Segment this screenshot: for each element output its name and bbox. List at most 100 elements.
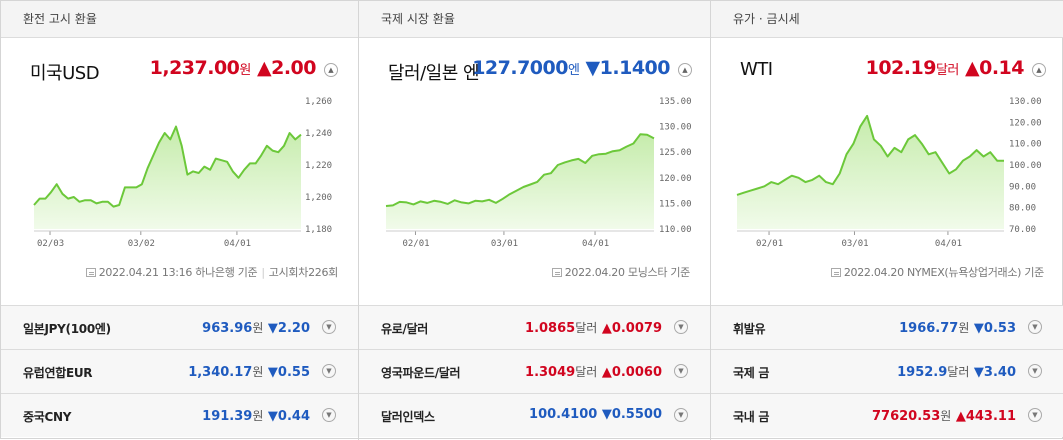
change-value: 0.0079 (611, 321, 662, 336)
value-unit: 원 (239, 63, 251, 78)
value-unit: 원 (252, 409, 264, 423)
x-tick-label: 02/01 (402, 239, 429, 249)
change-value: 2.20 (277, 321, 310, 336)
y-tick-label: 1,240 (305, 129, 332, 139)
change-arrow-icon: ▲ (955, 409, 966, 424)
main-quote-name[interactable]: 달러/일본 엔 (388, 63, 480, 84)
change-value: 0.0060 (611, 365, 662, 380)
list-item[interactable]: 국내 금 77620.53원 ▲443.11 ▼ (711, 393, 1063, 437)
list-item[interactable]: 휘발유 1966.77원 ▼0.53 ▼ (711, 305, 1063, 349)
main-quote-value: 1,237.00원 ▲2.00 (150, 57, 317, 79)
panel-exchange-notice: 환전 고시 환율 미국USD 1,237.00원 ▲2.00 ▲ 1,260 1,… (1, 1, 358, 440)
change-value: 2.00 (271, 57, 316, 79)
change-arrow-icon: ▼ (601, 407, 612, 422)
usd-jpy-chart: 135.00 130.00 125.00 120.00 115.00 110.00 02/0… (385, 97, 692, 249)
usd-chart: 1,260 1,240 1,220 1,200 1,180 02/03 03/02 04/01 (33, 97, 332, 249)
value-unit: 달러 (575, 365, 598, 379)
y-tick-label: 1,180 (305, 225, 332, 235)
y-tick-label: 70.00 (1009, 225, 1036, 235)
y-tick-label: 135.00 (659, 97, 692, 107)
source-text: 2022.04.20 NYMEX(뉴욕상업거래소) 기준 (843, 266, 1044, 279)
chevron-up-icon[interactable]: ▲ (1032, 63, 1046, 77)
main-quote-name[interactable]: 미국USD (30, 63, 100, 84)
value-unit: 달러 (947, 365, 970, 379)
list-item[interactable]: 유럽연합EUR 1,340.17원 ▼0.55 ▼ (1, 349, 358, 393)
item-name[interactable]: 유로/달러 (381, 322, 429, 336)
change-arrow-icon: ▲ (601, 321, 612, 336)
item-name[interactable]: 일본JPY(100엔) (23, 322, 111, 336)
document-icon (551, 268, 562, 277)
list-item[interactable]: 국제 금 1952.9달러 ▼3.40 ▼ (711, 349, 1063, 393)
chevron-up-icon[interactable]: ▲ (324, 63, 338, 77)
x-tick-label: 03/01 (841, 239, 868, 249)
value-unit: 엔 (567, 63, 580, 78)
item-value: 191.39원 ▼0.44 (202, 407, 310, 424)
list-item[interactable]: 일본JPY(100엔) 963.96원 ▼2.20 ▼ (1, 305, 358, 349)
change-arrow-icon: ▲ (601, 365, 612, 380)
main-quote: 달러/일본 엔 127.7000엔 ▼1.1400 ▲ (359, 53, 710, 84)
source-note: 2022.04.21 13:16 하나은행 기준 | 고시회차226회 (85, 264, 338, 280)
chevron-down-icon[interactable]: ▼ (1028, 320, 1042, 334)
list-item[interactable]: 중국CNY 191.39원 ▼0.44 ▼ (1, 393, 358, 437)
divider: | (261, 266, 265, 279)
value-number: 963.96 (202, 321, 253, 336)
source-text: 2022.04.21 13:16 하나은행 기준 (98, 266, 258, 279)
source-text: 2022.04.20 모닝스타 기준 (564, 266, 691, 279)
change-arrow-icon: ▼ (973, 321, 984, 336)
change-arrow-icon: ▼ (267, 365, 278, 380)
change-value: 0.44 (277, 409, 310, 424)
panel-header[interactable]: 환전 고시 환율 (1, 1, 358, 38)
y-tick-label: 1,200 (305, 193, 332, 203)
chevron-up-icon[interactable]: ▲ (678, 63, 692, 77)
series-area (34, 126, 301, 229)
value-number: 1,340.17 (188, 365, 253, 380)
item-name[interactable]: 영국파운드/달러 (381, 366, 461, 380)
value-unit: 달러 (935, 63, 959, 78)
item-value: 1,340.17원 ▼0.55 (188, 363, 310, 380)
item-value: 1952.9달러 ▼3.40 (897, 363, 1016, 380)
change-arrow-icon: ▼ (973, 365, 984, 380)
chevron-down-icon[interactable]: ▼ (322, 364, 336, 378)
wti-chart: 130.00 120.00 110.00 100.00 90.00 80.00 70.00 0… (736, 97, 1042, 249)
item-value: 1966.77원 ▼0.53 (899, 319, 1016, 336)
item-name[interactable]: 국내 금 (733, 410, 770, 424)
y-tick-label: 1,220 (305, 161, 332, 171)
list-item[interactable]: 달러인덱스 100.4100 ▼0.5500 ▼ (359, 393, 710, 437)
y-tick-label: 130.00 (659, 123, 692, 133)
item-name[interactable]: 휘발유 (733, 322, 766, 336)
chevron-down-icon[interactable]: ▼ (322, 320, 336, 334)
value-number: 102.19 (865, 57, 937, 79)
list-item[interactable]: 유로/달러 1.0865달러 ▲0.0079 ▼ (359, 305, 710, 349)
panel-header[interactable]: 유가 · 금시세 (711, 1, 1063, 38)
change-value: 3.40 (983, 365, 1016, 380)
change-value: 0.5500 (611, 407, 662, 422)
chevron-down-icon[interactable]: ▼ (1028, 408, 1042, 422)
y-tick-label: 120.00 (1009, 118, 1042, 128)
chevron-down-icon[interactable]: ▼ (674, 320, 688, 334)
item-value: 77620.53원 ▲443.11 (872, 407, 1016, 424)
value-number: 1.0865 (525, 321, 576, 336)
panel-oil-gold: 유가 · 금시세 WTI 102.19달러 ▲0.14 ▲ 130.00 120.… (710, 1, 1063, 440)
chevron-down-icon[interactable]: ▼ (674, 364, 688, 378)
series-line (736, 114, 1004, 196)
list-item[interactable]: 영국파운드/달러 1.3049달러 ▲0.0060 ▼ (359, 349, 710, 393)
item-value: 963.96원 ▼2.20 (202, 319, 310, 336)
main-quote-value: 102.19달러 ▲0.14 (865, 57, 1025, 79)
source-note: 2022.04.20 NYMEX(뉴욕상업거래소) 기준 (830, 264, 1044, 280)
value-number: 77620.53 (871, 409, 941, 424)
main-quote-name[interactable]: WTI (740, 59, 773, 80)
item-name[interactable]: 달러인덱스 (381, 410, 435, 424)
chevron-down-icon[interactable]: ▼ (322, 408, 336, 422)
item-name[interactable]: 유럽연합EUR (23, 366, 93, 380)
value-number: 127.7000 (472, 57, 568, 79)
item-name[interactable]: 중국CNY (23, 410, 72, 424)
panel-header[interactable]: 국제 시장 환율 (359, 1, 710, 38)
series-area (386, 134, 654, 229)
series-area (737, 115, 1004, 229)
item-name[interactable]: 국제 금 (733, 366, 770, 380)
chevron-down-icon[interactable]: ▼ (1028, 364, 1042, 378)
value-unit: 원 (940, 409, 952, 423)
series-line (33, 125, 302, 208)
chevron-down-icon[interactable]: ▼ (674, 408, 688, 422)
